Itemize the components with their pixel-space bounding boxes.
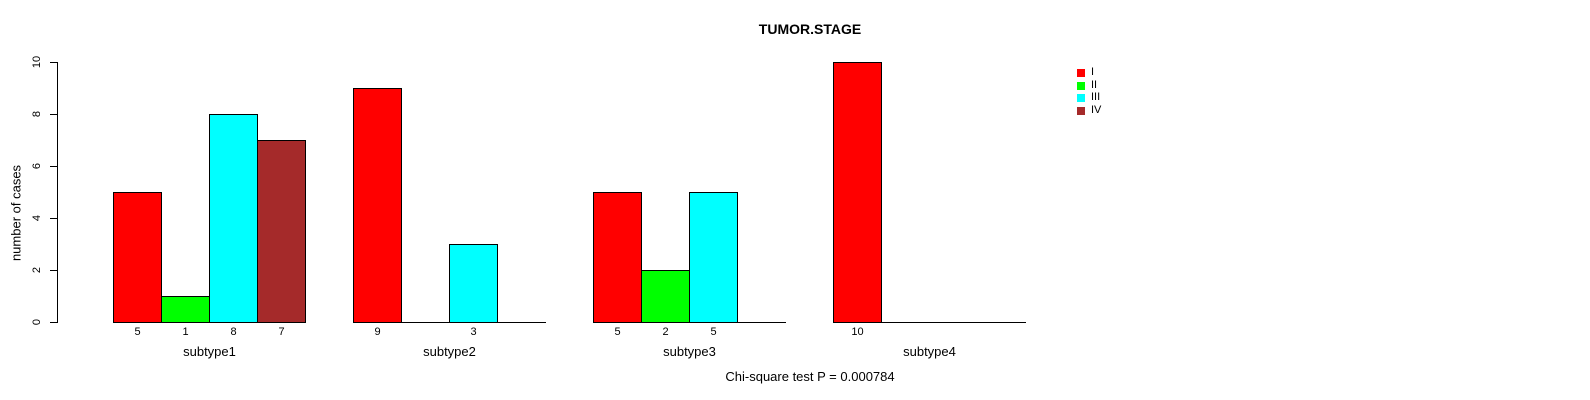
bar-subtype3-stage-I [593, 192, 642, 323]
bar-value-label: 5 [134, 326, 141, 338]
y-axis-tick [50, 62, 58, 63]
y-axis-tick-label: 10 [31, 55, 43, 69]
y-axis-label: number of cases [8, 164, 24, 262]
legend-swatch-III [1077, 93, 1085, 102]
bar-value-label: 7 [278, 326, 285, 338]
bar-subtype3-stage-III [689, 192, 738, 323]
y-axis-tick [50, 218, 58, 219]
y-axis-tick [50, 270, 58, 271]
group-label-subtype3: subtype3 [663, 344, 716, 359]
bar-subtype1-stage-I [113, 192, 162, 323]
bar-value-label: 2 [662, 326, 669, 338]
legend-item-III: III [1077, 91, 1101, 103]
y-axis-line [57, 62, 58, 323]
legend-swatch-IV [1077, 106, 1085, 115]
y-axis-tick [50, 322, 58, 323]
y-axis-tick-label: 2 [31, 266, 43, 274]
legend-swatch-II [1077, 81, 1085, 90]
y-axis-tick-label: 8 [31, 110, 43, 118]
group-label-subtype2: subtype2 [423, 344, 476, 359]
legend-label: II [1091, 79, 1098, 91]
bar-subtype2-stage-III [449, 244, 498, 323]
bar-value-label: 5 [614, 326, 621, 338]
bar-subtype1-stage-IV [257, 140, 306, 323]
legend-label: IV [1091, 104, 1102, 116]
bar-value-label: 1 [182, 326, 189, 338]
legend-item-II: II [1077, 79, 1098, 91]
bar-value-label: 9 [374, 326, 381, 338]
y-axis-tick-label: 6 [31, 162, 43, 170]
chi-square-annotation: Chi-square test P = 0.000784 [725, 369, 895, 384]
bar-subtype2-stage-I [353, 88, 402, 323]
legend-label: I [1091, 66, 1095, 78]
bar-value-label: 8 [230, 326, 237, 338]
legend-item-IV: IV [1077, 104, 1102, 116]
bar-subtype3-stage-II [641, 270, 690, 323]
group-label-subtype4: subtype4 [903, 344, 956, 359]
bar-subtype1-stage-II [161, 296, 210, 323]
bar-value-label: 10 [851, 326, 864, 338]
chart-title: TUMOR.STAGE [758, 21, 862, 37]
legend-swatch-I [1077, 68, 1085, 77]
bar-subtype1-stage-III [209, 114, 258, 323]
legend-label: III [1091, 91, 1101, 103]
bar-value-label: 3 [470, 326, 477, 338]
bar-value-label: 5 [710, 326, 717, 338]
y-axis-tick [50, 166, 58, 167]
group-baseline [833, 322, 1026, 323]
y-axis-tick-label: 0 [31, 318, 43, 326]
y-axis-tick [50, 114, 58, 115]
bar-subtype4-stage-I [833, 62, 882, 323]
legend-item-I: I [1077, 66, 1095, 78]
y-axis-tick-label: 4 [31, 214, 43, 222]
group-label-subtype1: subtype1 [183, 344, 236, 359]
